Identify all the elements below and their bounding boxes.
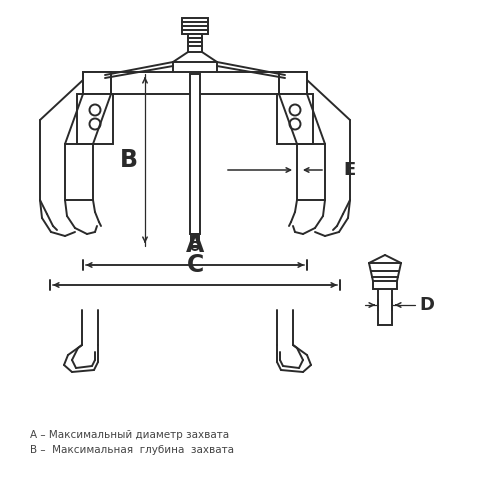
Bar <box>188 34 202 52</box>
Bar <box>191 234 199 242</box>
Bar <box>173 62 217 74</box>
Text: E: E <box>343 161 355 179</box>
Text: D: D <box>419 296 434 314</box>
Text: C: C <box>186 253 204 277</box>
Bar <box>373 281 397 289</box>
Text: A: A <box>186 233 204 257</box>
Text: A – Максимальный диаметр захвата: A – Максимальный диаметр захвата <box>30 430 229 440</box>
Bar <box>277 94 313 144</box>
Bar <box>378 285 392 325</box>
Bar <box>190 74 200 234</box>
Bar <box>77 94 113 144</box>
Bar <box>182 18 208 34</box>
Text: B –  Максимальная  глубина  захвата: B – Максимальная глубина захвата <box>30 445 234 455</box>
Bar <box>83 72 111 94</box>
Text: B: B <box>120 148 138 172</box>
Bar <box>279 72 307 94</box>
Bar <box>85 72 305 94</box>
